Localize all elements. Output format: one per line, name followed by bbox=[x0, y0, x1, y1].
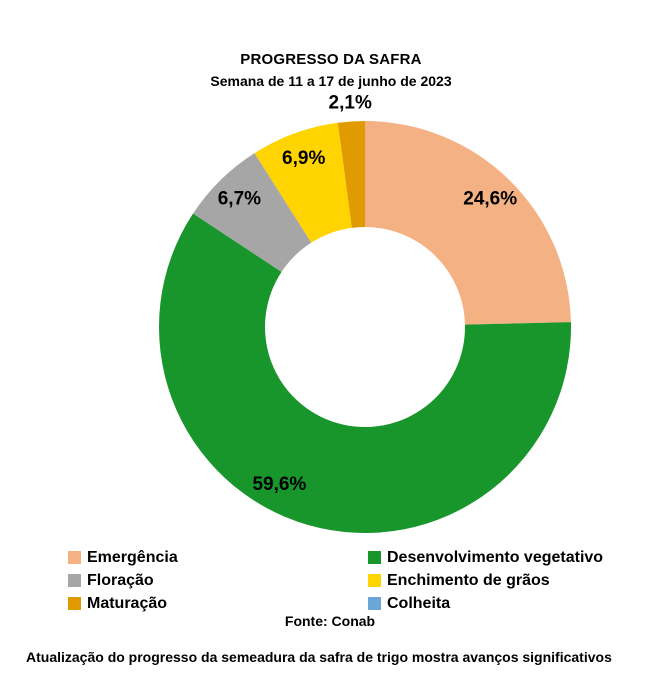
slice-value-label-4: 2,1% bbox=[329, 92, 372, 113]
pie-slice-4 bbox=[337, 120, 365, 228]
legend-label-desenvolvimento: Desenvolvimento vegetativo bbox=[387, 548, 604, 566]
slice-value-label-2: 6,7% bbox=[218, 189, 261, 210]
legend-swatch-floracao-icon bbox=[68, 574, 81, 587]
pie-slice-2 bbox=[193, 153, 312, 272]
legend-swatch-colheita-icon bbox=[368, 597, 381, 610]
pie-slice-0 bbox=[365, 121, 571, 325]
legend-swatch-emergencia-icon bbox=[68, 551, 81, 564]
legend-swatch-enchimento-icon bbox=[368, 574, 381, 587]
chart-subtitle: Semana de 11 a 17 de junho de 2023 bbox=[210, 73, 452, 89]
legend-label-colheita: Colheita bbox=[387, 594, 451, 612]
slice-value-label-1: 59,6% bbox=[252, 474, 306, 495]
pie-slice-1 bbox=[158, 213, 571, 534]
chart-legend: Emergência Desenvolvimento vegetativo Fl… bbox=[68, 546, 628, 615]
caption-text: Atualização do progresso da semeadura da… bbox=[26, 649, 612, 665]
legend-item-emergencia: Emergência bbox=[68, 546, 368, 569]
slice-value-label-3: 6,9% bbox=[282, 148, 325, 169]
legend-label-emergencia: Emergência bbox=[87, 548, 178, 566]
legend-item-floracao: Floração bbox=[68, 569, 368, 592]
source-label: Fonte: Conab bbox=[284, 613, 376, 629]
legend-swatch-desenvolvimento-icon bbox=[368, 551, 381, 564]
slice-value-label-0: 24,6% bbox=[463, 188, 517, 209]
legend-label-enchimento: Enchimento de grãos bbox=[387, 571, 550, 589]
pie-slice-3 bbox=[254, 122, 352, 243]
legend-item-enchimento: Enchimento de grãos bbox=[368, 569, 628, 592]
legend-swatch-maturacao-icon bbox=[68, 597, 81, 610]
legend-label-maturacao: Maturação bbox=[87, 594, 168, 612]
legend-item-colheita: Colheita bbox=[368, 592, 628, 615]
legend-item-maturacao: Maturação bbox=[68, 592, 368, 615]
legend-item-desenvolvimento: Desenvolvimento vegetativo bbox=[368, 546, 628, 569]
chart-title: PROGRESSO DA SAFRA bbox=[240, 51, 422, 68]
legend-label-floracao: Floração bbox=[87, 571, 154, 589]
